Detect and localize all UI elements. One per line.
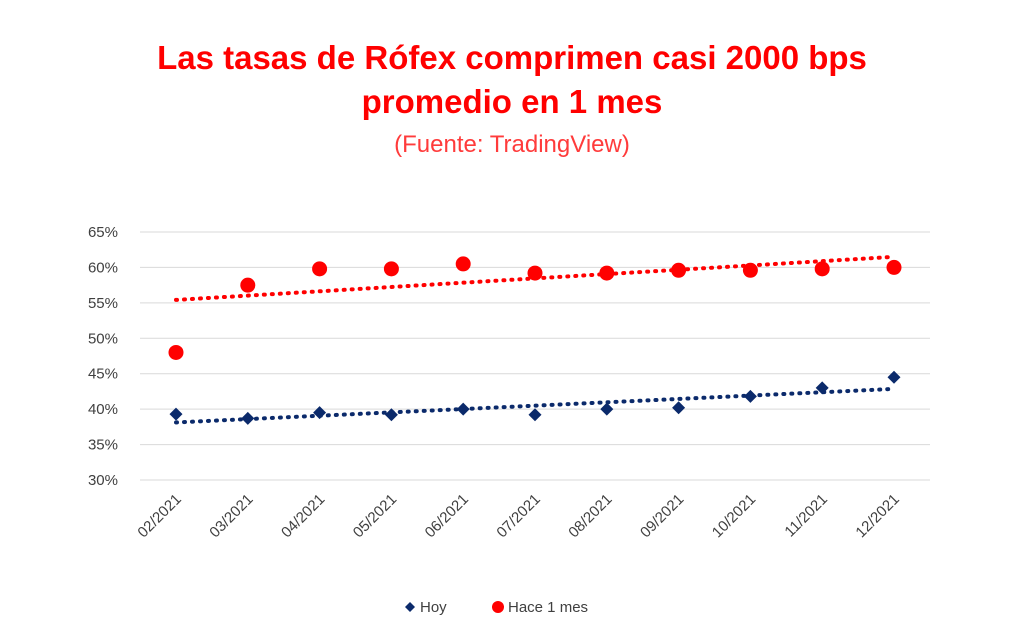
data-point-hace-1-mes xyxy=(527,265,543,281)
data-point-hace-1-mes xyxy=(599,265,615,281)
chart-title-line2: promedio en 1 mes xyxy=(361,83,663,120)
x-tick-label: 11/2021 xyxy=(781,491,831,541)
legend-label: Hace 1 mes xyxy=(508,599,588,616)
y-tick-label: 60% xyxy=(88,259,118,276)
y-tick-label: 40% xyxy=(88,401,118,418)
y-tick-label: 45% xyxy=(88,366,118,383)
trendlines xyxy=(174,254,896,425)
data-point-hoy xyxy=(528,408,542,422)
chart-title: Las tasas de Rófex comprimen casi 2000 b… xyxy=(0,36,1024,124)
data-point-hace-1-mes xyxy=(240,277,256,293)
y-tick-label: 55% xyxy=(88,295,118,312)
data-point-hoy xyxy=(384,408,398,422)
data-point-hoy xyxy=(815,381,829,395)
gridlines xyxy=(140,231,930,481)
data-point-hoy xyxy=(672,401,686,415)
data-point-hoy xyxy=(313,406,327,420)
x-tick-label: 07/2021 xyxy=(493,491,543,541)
legend-marker-hoy xyxy=(405,602,415,612)
legend-marker-hace-1-mes xyxy=(492,601,504,613)
data-point-hace-1-mes xyxy=(312,261,328,277)
legend: Hoy Hace 1 mes xyxy=(405,599,588,616)
data-marks xyxy=(168,256,902,425)
y-axis-ticks: 65% 60% 55% 50% 45% 40% 35% 30% xyxy=(88,224,118,489)
data-point-hace-1-mes xyxy=(886,259,902,275)
legend-label: Hoy xyxy=(420,599,447,616)
x-tick-label: 10/2021 xyxy=(709,491,759,541)
y-tick-label: 30% xyxy=(88,472,118,489)
data-point-hace-1-mes xyxy=(455,256,471,272)
chart-subtitle: (Fuente: TradingView) xyxy=(394,131,630,158)
trendline-hoy xyxy=(174,386,896,425)
data-point-hace-1-mes xyxy=(814,261,830,277)
x-axis-ticks: 02/2021 03/2021 04/2021 05/2021 06/2021 07/20… xyxy=(134,491,902,541)
x-tick-label: 02/2021 xyxy=(134,491,184,541)
data-point-hoy xyxy=(743,389,757,403)
data-point-hoy xyxy=(887,370,901,384)
data-point-hoy xyxy=(456,402,470,416)
data-point-hace-1-mes xyxy=(383,261,399,277)
data-point-hace-1-mes xyxy=(671,262,687,278)
x-tick-label: 06/2021 xyxy=(422,491,472,541)
data-point-hoy xyxy=(600,402,614,416)
data-point-hace-1-mes xyxy=(742,262,758,278)
x-tick-label: 09/2021 xyxy=(637,491,687,541)
data-point-hoy xyxy=(241,411,255,425)
x-tick-label: 12/2021 xyxy=(852,491,902,541)
y-tick-label: 35% xyxy=(88,437,118,454)
y-tick-label: 65% xyxy=(88,224,118,241)
data-point-hoy xyxy=(169,407,183,421)
chart-title-line1: Las tasas de Rófex comprimen casi 2000 b… xyxy=(157,39,867,76)
x-tick-label: 03/2021 xyxy=(206,491,256,541)
data-point-hace-1-mes xyxy=(168,344,184,360)
y-tick-label: 50% xyxy=(88,330,118,347)
x-tick-label: 08/2021 xyxy=(565,491,615,541)
x-tick-label: 04/2021 xyxy=(278,491,328,541)
x-tick-label: 05/2021 xyxy=(350,491,400,541)
